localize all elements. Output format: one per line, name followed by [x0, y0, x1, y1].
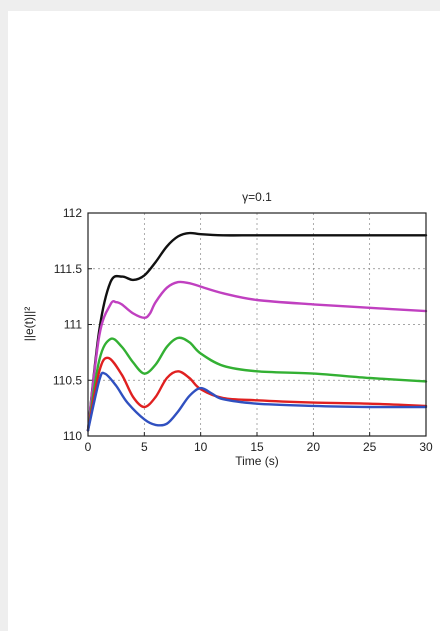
series-lines — [86, 231, 428, 432]
y-axis-label: ||e(t)||² — [22, 307, 36, 341]
x-tick-label: 15 — [250, 440, 264, 454]
grid — [88, 213, 426, 436]
y-tick-label: 111 — [64, 318, 83, 332]
x-axis-label: Time (s) — [235, 454, 279, 468]
x-tick-label: 20 — [307, 440, 321, 454]
left-border — [0, 0, 8, 631]
x-tick-label: 0 — [85, 440, 92, 454]
top-border — [0, 0, 440, 11]
y-tick-label: 111.5 — [54, 262, 83, 276]
chart-title: γ=0.1 — [242, 190, 272, 204]
series-line-2 — [86, 280, 428, 432]
x-tick-label: 25 — [363, 440, 377, 454]
y-tick-label: 112 — [63, 206, 82, 220]
x-tick-label: 5 — [141, 440, 148, 454]
y-tick-label: 110 — [63, 429, 82, 443]
series-line-4 — [86, 356, 428, 432]
y-tick-label: 110.5 — [53, 373, 82, 387]
series-line-5 — [86, 371, 428, 432]
x-tick-label: 10 — [194, 440, 208, 454]
y-ticks: 110 110.5 111 111.5 112 — [53, 206, 92, 443]
series-line-1 — [86, 231, 428, 432]
x-ticks: 0 5 10 15 20 25 30 — [85, 432, 433, 454]
series-line-3 — [86, 336, 428, 432]
x-tick-label: 30 — [419, 440, 433, 454]
